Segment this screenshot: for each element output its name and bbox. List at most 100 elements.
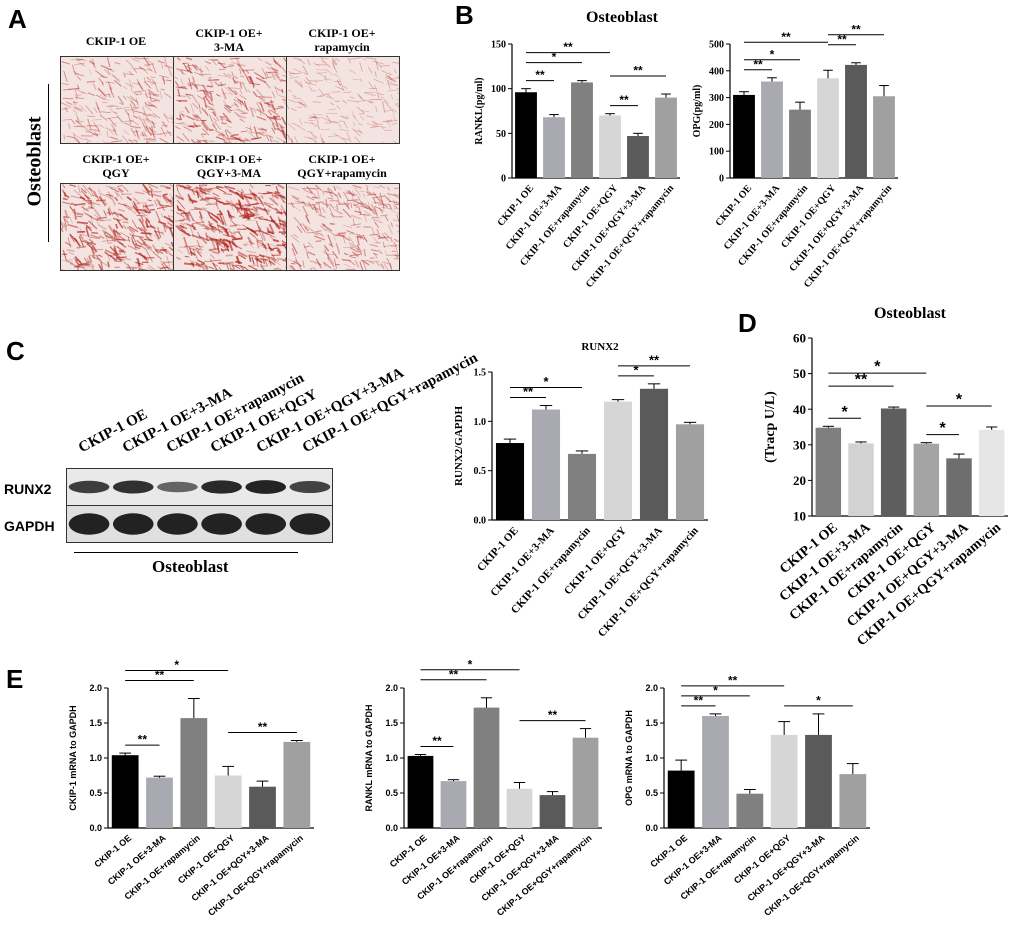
cell-stroke bbox=[95, 94, 106, 101]
cell-stroke bbox=[351, 110, 356, 119]
cell-stroke bbox=[68, 123, 71, 129]
cell-stroke bbox=[89, 187, 94, 196]
cell-stroke bbox=[252, 212, 260, 216]
y-tick-label: 0.5 bbox=[474, 466, 487, 477]
significance-label: * bbox=[174, 658, 179, 672]
cell-stroke bbox=[377, 236, 390, 240]
cell-stroke bbox=[376, 61, 383, 69]
cell-stroke bbox=[235, 206, 241, 211]
cell-stroke bbox=[62, 201, 73, 206]
cell-stroke bbox=[329, 203, 335, 209]
cell-stroke bbox=[394, 241, 396, 247]
cell-stroke bbox=[136, 240, 143, 246]
cell-stroke bbox=[239, 94, 247, 100]
cell-stroke bbox=[154, 248, 166, 252]
cell-stroke bbox=[335, 206, 339, 213]
cell-stroke bbox=[274, 190, 281, 194]
cell-stroke bbox=[230, 199, 236, 208]
cell-stroke bbox=[371, 226, 375, 235]
cell-stroke bbox=[155, 198, 161, 204]
cell-stroke bbox=[125, 59, 134, 67]
cell-stroke bbox=[363, 210, 372, 217]
cell-stroke bbox=[197, 259, 205, 265]
cell-stroke bbox=[100, 260, 104, 270]
cell-stroke bbox=[223, 140, 228, 143]
cell-stroke bbox=[255, 89, 264, 98]
cell-stroke bbox=[303, 136, 314, 140]
cell-stroke bbox=[352, 218, 355, 226]
cell-stroke bbox=[209, 227, 217, 232]
cell-stroke bbox=[73, 257, 80, 265]
cell-stroke bbox=[388, 203, 393, 210]
cell-stroke bbox=[237, 202, 242, 208]
cell-stroke bbox=[131, 66, 138, 74]
cell-stroke bbox=[113, 111, 118, 115]
cell-stroke bbox=[321, 57, 324, 64]
significance-label: ** bbox=[781, 30, 791, 44]
cell-stroke bbox=[293, 80, 302, 88]
cell-stroke bbox=[183, 125, 193, 132]
cell-stroke bbox=[385, 129, 393, 132]
cell-stroke bbox=[134, 245, 141, 250]
cell-stroke bbox=[287, 133, 290, 141]
bar bbox=[407, 755, 434, 828]
cell-stroke bbox=[309, 187, 319, 190]
bar bbox=[572, 737, 599, 828]
cell-stroke bbox=[238, 199, 242, 205]
y-tick-label: 1.0 bbox=[385, 753, 398, 763]
cell-stroke bbox=[209, 266, 218, 270]
cell-stroke bbox=[231, 104, 238, 106]
cell-stroke bbox=[396, 214, 399, 224]
cell-stroke bbox=[266, 71, 272, 74]
cell-stroke bbox=[202, 223, 210, 231]
cell-stroke bbox=[111, 239, 116, 242]
cell-stroke bbox=[131, 58, 140, 63]
cell-stroke bbox=[216, 204, 220, 210]
bar bbox=[702, 716, 729, 828]
cell-stroke bbox=[170, 241, 173, 248]
cell-stroke bbox=[323, 261, 332, 269]
cell-stroke bbox=[313, 204, 318, 214]
cell-stroke bbox=[132, 205, 141, 215]
cell-stroke bbox=[337, 192, 342, 199]
cell-stroke bbox=[194, 115, 200, 119]
cell-stroke bbox=[63, 88, 71, 91]
y-tick-label: 0.0 bbox=[474, 516, 487, 527]
cell-stroke bbox=[272, 238, 280, 243]
cell-stroke bbox=[97, 106, 102, 114]
cell-stroke bbox=[228, 189, 240, 196]
cell-stroke bbox=[141, 245, 148, 251]
cell-stroke bbox=[199, 109, 202, 115]
cell-stroke bbox=[182, 62, 189, 73]
cell-stroke bbox=[333, 258, 337, 269]
cell-stroke bbox=[230, 234, 237, 239]
cell-stroke bbox=[275, 185, 280, 194]
cell-stroke bbox=[90, 201, 101, 206]
cell-stroke bbox=[234, 111, 240, 116]
y-tick-label: 0 bbox=[501, 174, 506, 185]
cell-stroke bbox=[148, 96, 158, 101]
cell-stroke bbox=[191, 234, 202, 240]
cell-stroke bbox=[216, 185, 224, 189]
cell-stroke bbox=[330, 102, 334, 106]
cell-stroke bbox=[366, 115, 374, 118]
cell-stroke bbox=[170, 115, 173, 119]
cell-stroke bbox=[207, 220, 214, 231]
cell-stroke bbox=[227, 125, 232, 129]
cell-stroke bbox=[267, 260, 272, 264]
bar bbox=[805, 734, 832, 828]
cell-strokes bbox=[287, 184, 399, 270]
cell-stroke bbox=[118, 187, 124, 193]
cell-stroke bbox=[87, 92, 96, 97]
cell-stroke bbox=[313, 135, 318, 139]
cell-stroke bbox=[224, 185, 236, 190]
cell-stroke bbox=[217, 62, 226, 65]
cell-stroke bbox=[114, 61, 121, 65]
cell-stroke bbox=[294, 136, 298, 143]
cell-stroke bbox=[109, 236, 116, 239]
cell-strokes bbox=[174, 184, 286, 270]
cell-stroke bbox=[212, 108, 217, 115]
cell-stroke bbox=[152, 252, 162, 260]
y-axis-label: CKIP-1 mRNA to GAPDH bbox=[68, 705, 78, 810]
